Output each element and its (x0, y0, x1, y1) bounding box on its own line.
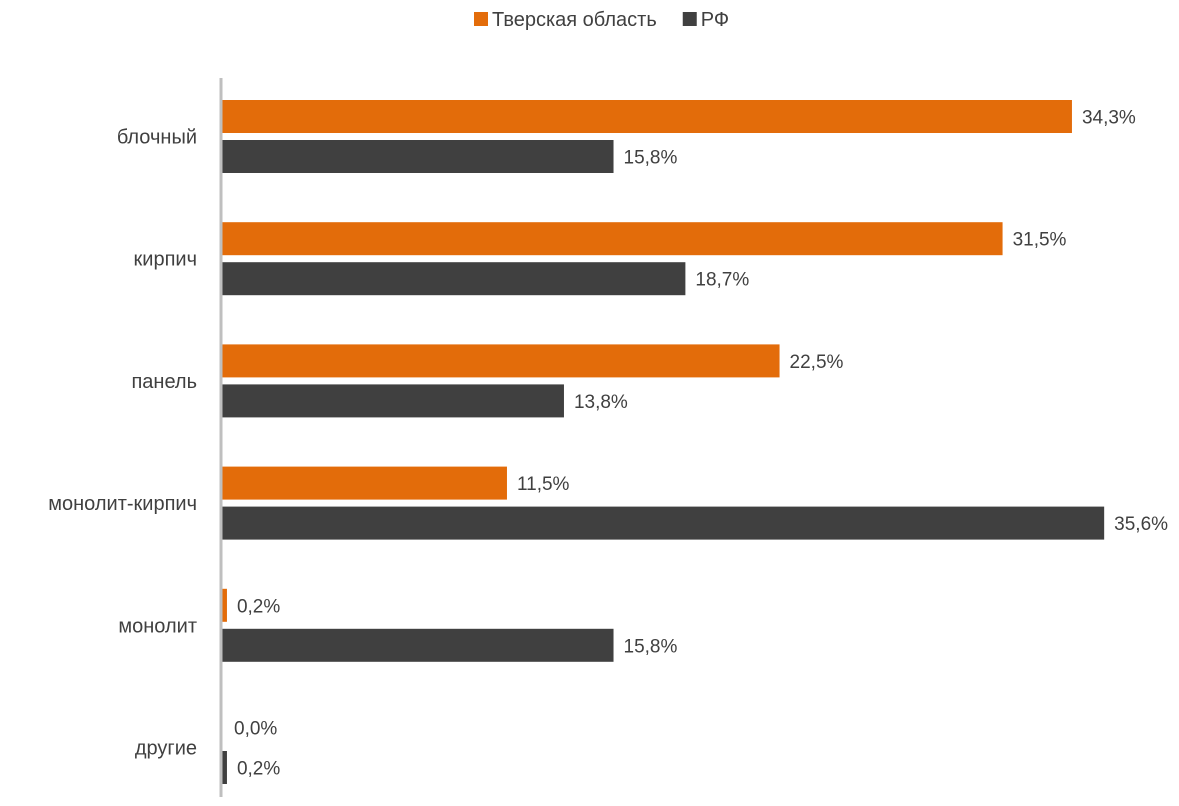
data-label-rf-0: 15,8% (624, 148, 678, 169)
category-label-5: другие (135, 738, 197, 760)
bar-region-2 (222, 344, 780, 378)
bar-region-0 (222, 100, 1072, 133)
bars-group (222, 100, 1105, 784)
legend: Тверская область РФ (474, 9, 729, 31)
legend-swatch-rf (682, 12, 697, 26)
data-label-region-3: 11,5% (517, 474, 570, 495)
legend-label-rf: РФ (701, 9, 729, 31)
data-label-region-2: 22,5% (790, 352, 844, 373)
data-label-rf-1: 18,7% (695, 270, 749, 291)
bar-rf-4 (222, 628, 614, 662)
data-label-region-4: 0,2% (237, 596, 280, 617)
bar-rf-5 (222, 751, 227, 784)
data-label-rf-4: 15,8% (624, 636, 678, 657)
data-label-region-0: 34,3% (1082, 108, 1136, 129)
bar-region-1 (222, 222, 1003, 256)
data-label-rf-2: 13,8% (574, 392, 628, 413)
bar-rf-0 (222, 140, 614, 173)
data-label-region-5: 0,0% (234, 719, 277, 740)
bar-rf-2 (222, 384, 564, 418)
data-label-rf-3: 35,6% (1114, 514, 1168, 535)
data-label-rf-5: 0,2% (237, 759, 280, 780)
legend-label-region: Тверская область (492, 9, 657, 31)
bar-rf-1 (222, 262, 686, 296)
bar-region-4 (222, 588, 227, 622)
category-label-0: блочный (117, 127, 197, 149)
data-label-region-1: 31,5% (1013, 230, 1067, 251)
legend-swatch-region (474, 12, 488, 26)
bar-region-3 (222, 466, 507, 500)
bar-rf-3 (222, 506, 1105, 540)
category-label-2: панель (131, 371, 197, 393)
category-label-3: монолит-кирпич (48, 493, 197, 515)
category-label-1: кирпич (134, 249, 197, 271)
data-labels-group: 34,3% 15,8% 31,5% 18,7% 22,5% 13,8% 11,5% 35,6%… (234, 108, 1168, 780)
category-labels-group: блочный кирпич панель монолит-кирпич монолит… (48, 127, 197, 760)
category-label-4: монолит (118, 615, 197, 637)
